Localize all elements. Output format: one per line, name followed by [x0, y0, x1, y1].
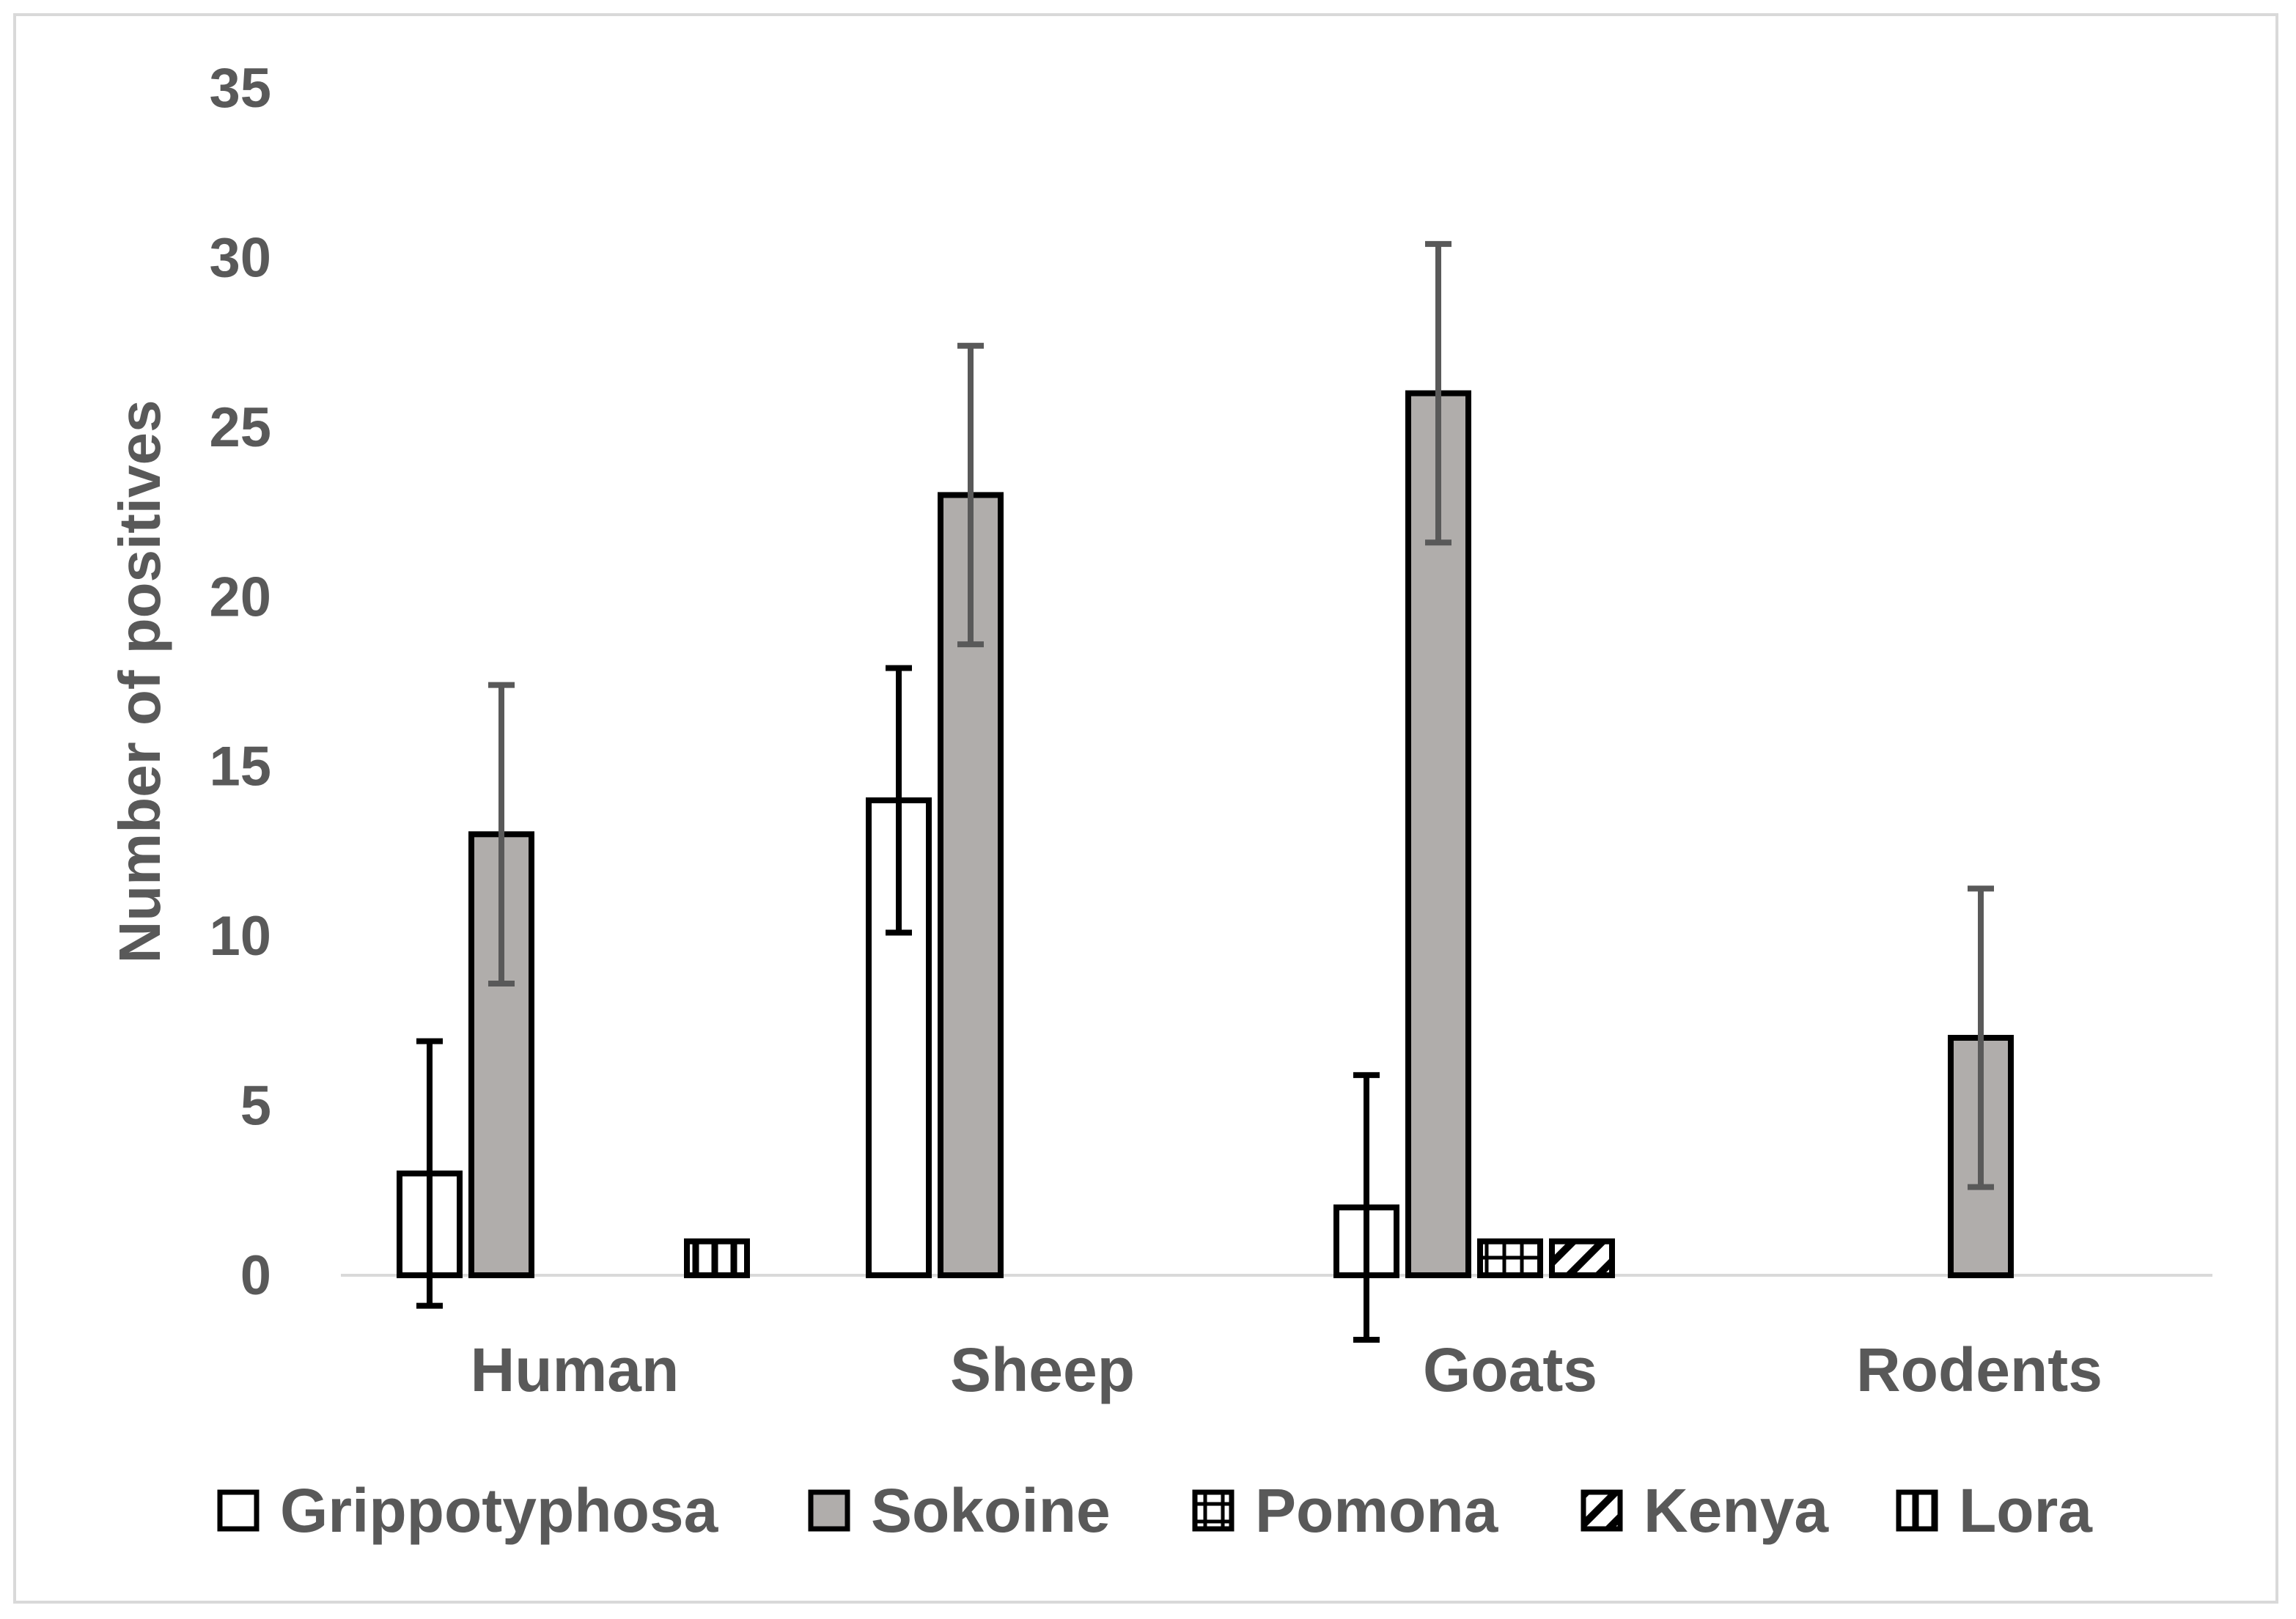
legend-swatch-lora — [1896, 1489, 1938, 1532]
y-tick-label: 25 — [209, 397, 271, 459]
error-bar-human-grippotyphosa — [416, 1038, 443, 1309]
y-tick-label: 30 — [209, 226, 271, 289]
legend: Grippotyphosa Sokoine Pomona Kenya Lora — [217, 1476, 2093, 1545]
legend-item-sokoine: Sokoine — [808, 1476, 1111, 1545]
legend-swatch-pomona — [1192, 1489, 1235, 1532]
category-labels: Human Sheep Goats Rodents — [471, 1335, 2102, 1404]
y-axis-label: Number of positives — [107, 399, 172, 963]
y-tick-label: 5 — [240, 1075, 271, 1137]
bar-goats-kenya — [1549, 1238, 1615, 1278]
error-bar-sheep-sokoine — [957, 342, 984, 648]
bar-goats-pomona — [1477, 1238, 1543, 1278]
y-tick-label: 10 — [209, 905, 271, 967]
error-bar-sheep-grippotyphosa — [886, 665, 912, 936]
error-bar-goats-sokoine — [1425, 240, 1451, 546]
category-label-human: Human — [471, 1335, 680, 1404]
legend-label-pomona: Pomona — [1255, 1476, 1499, 1545]
chart-frame — [13, 13, 2278, 1604]
error-bar-goats-grippotyphosa — [1353, 1072, 1380, 1343]
legend-swatch-kenya — [1581, 1489, 1623, 1532]
y-tick-label: 20 — [209, 566, 271, 628]
error-bar-rodents-sokoine — [1968, 885, 1994, 1190]
y-tick-label: 35 — [209, 57, 271, 119]
legend-item-pomona: Pomona — [1192, 1476, 1499, 1545]
legend-label-kenya: Kenya — [1644, 1476, 1829, 1545]
legend-swatch-sokoine — [808, 1489, 850, 1532]
category-label-sheep: Sheep — [950, 1335, 1135, 1404]
category-label-goats: Goats — [1423, 1335, 1597, 1404]
legend-item-kenya: Kenya — [1581, 1476, 1829, 1545]
y-tick-label: 0 — [240, 1244, 271, 1307]
legend-item-lora: Lora — [1896, 1476, 2093, 1545]
category-label-rodents: Rodents — [1856, 1335, 2102, 1404]
legend-item-grippotyphosa: Grippotyphosa — [217, 1476, 719, 1545]
y-tick-label: 15 — [209, 736, 271, 798]
error-bar-human-sokoine — [488, 682, 515, 986]
legend-swatch-grippotyphosa — [217, 1489, 260, 1532]
legend-label-lora: Lora — [1959, 1476, 2093, 1545]
y-ticks: 0 5 10 15 20 25 30 35 — [209, 57, 271, 1307]
legend-label-grippotyphosa: Grippotyphosa — [280, 1476, 719, 1545]
bar-human-lora — [684, 1238, 750, 1278]
legend-label-sokoine: Sokoine — [871, 1476, 1111, 1545]
bars — [397, 240, 2014, 1343]
